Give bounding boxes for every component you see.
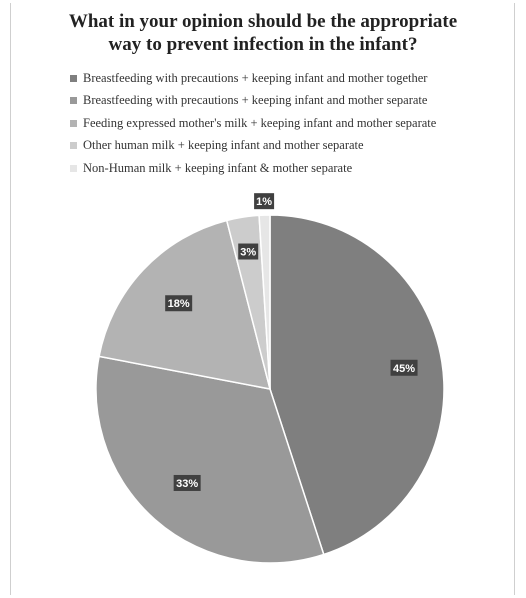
data-label-text: 45% [393, 363, 415, 375]
legend-swatch [70, 74, 77, 82]
legend-item: Non-Human milk + keeping infant & mother… [70, 157, 510, 180]
legend-item: Feeding expressed mother's milk + keepin… [70, 112, 510, 135]
data-label-box [165, 295, 193, 312]
data-label: 45% [390, 359, 418, 376]
data-label: 18% [165, 295, 193, 312]
data-label: 33% [173, 474, 201, 491]
chart-frame [10, 3, 515, 595]
data-label: 3% [238, 243, 259, 260]
data-label: 1% [254, 193, 275, 210]
chart-title-line-1: What in your opinion should be the appro… [68, 11, 458, 32]
data-label-box [254, 193, 275, 210]
data-label-text: 3% [240, 247, 256, 259]
data-label-box [390, 359, 418, 376]
legend-swatch [70, 164, 77, 172]
chart-title: What in your opinion should be the appro… [0, 10, 526, 56]
legend-swatch [70, 119, 77, 127]
legend-item: Other human milk + keeping infant and mo… [70, 135, 510, 158]
pie-slice [95, 355, 325, 564]
data-label-text: 1% [256, 196, 272, 208]
pie-slice [269, 214, 445, 556]
data-label-text: 33% [176, 478, 198, 490]
legend-label: Breastfeeding with precautions + keeping… [83, 70, 428, 85]
legend-label: Feeding expressed mother's milk + keepin… [83, 115, 437, 130]
legend-label: Other human milk + keeping infant and mo… [83, 138, 364, 153]
data-label-box [173, 474, 201, 491]
legend-label: Non-Human milk + keeping infant & mother… [83, 160, 353, 175]
data-label-text: 18% [168, 298, 190, 310]
legend-item: Breastfeeding with precautions + keeping… [70, 90, 510, 113]
legend-swatch [70, 97, 77, 105]
legend-swatch [70, 142, 77, 150]
pie-slice [258, 214, 271, 390]
legend-label: Breastfeeding with precautions + keeping… [83, 93, 428, 108]
chart-title-line-2: way to prevent infection in the infant? [108, 34, 418, 55]
legend-item: Breastfeeding with precautions + keeping… [70, 67, 510, 90]
data-label-box [238, 243, 259, 260]
chart-legend: Breastfeeding with precautions + keeping… [70, 67, 510, 180]
